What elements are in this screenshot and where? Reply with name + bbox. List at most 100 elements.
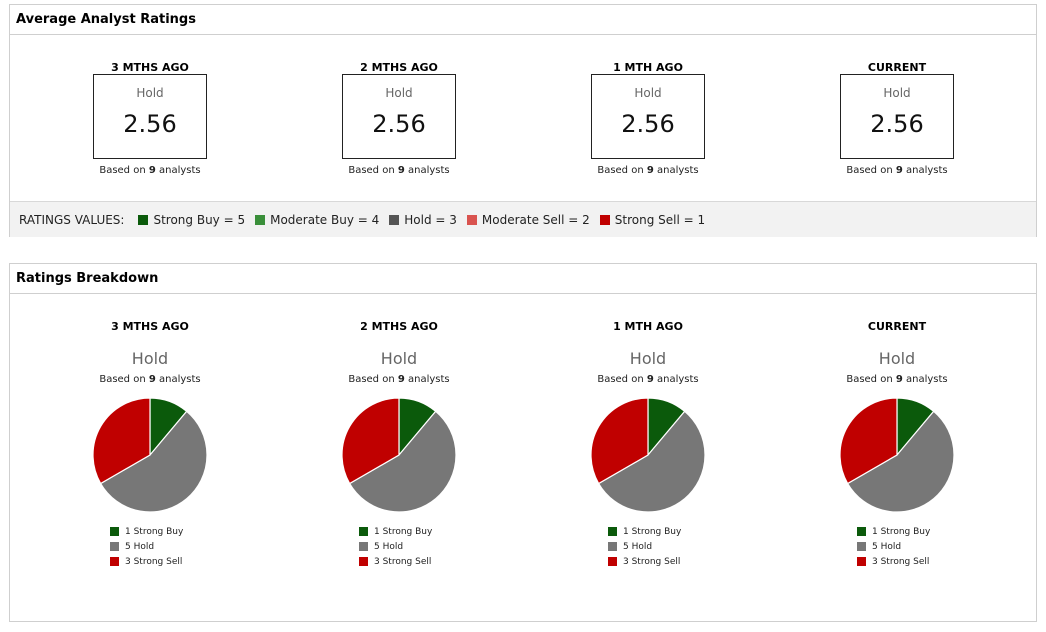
pie-slice-hold[interactable] [99,410,208,513]
pie-legend-label: 5 Hold [623,541,653,552]
rating-box: Hold 2.56 [840,74,954,159]
based-prefix: Based on [597,165,644,176]
pie-legend-item: 5 Hold [110,539,190,554]
based-prefix: Based on [99,374,146,385]
rating-score: 2.56 [123,110,177,138]
pie-slice-strong-sell[interactable] [341,397,400,485]
based-on-text: Based on 9 analysts [299,374,499,385]
ratings-value-moderate-buy: Moderate Buy = 4 [255,213,379,227]
swatch [389,214,400,225]
swatch [466,214,477,225]
swatch [608,527,617,536]
based-on-text: Based on 9 analysts [548,374,748,385]
based-prefix: Based on [597,374,644,385]
breakdown-period-2m: 2 MTHS AGO Hold Based on 9 analysts 1 St… [299,320,499,569]
pie-legend-item: 1 Strong Buy [110,524,190,539]
pie-legend-item: 3 Strong Sell [359,554,439,569]
pie-slice-strong-sell[interactable] [590,397,649,485]
pie-legend-label: 3 Strong Sell [125,556,183,567]
avg-period-1m: 1 MTH AGO Hold 2.56 Based on 9 analysts [548,61,748,176]
ratings-value-moderate-sell: Moderate Sell = 2 [466,212,590,227]
pie-slice-hold[interactable] [846,410,955,513]
rating-box: Hold 2.56 [342,74,456,159]
pie-legend-item: 5 Hold [359,539,439,554]
pie-legend: 1 Strong Buy 5 Hold 3 Strong Sell [110,524,190,569]
swatch [138,214,149,225]
ratings-pie-chart[interactable] [340,396,458,514]
swatch [255,214,266,225]
based-on-text: Based on 9 analysts [548,165,748,176]
breakdown-period-3m: 3 MTHS AGO Hold Based on 9 analysts 1 St… [50,320,250,569]
pie-legend-label: 3 Strong Sell [374,556,432,567]
ratings-breakdown-panel: Ratings Breakdown 3 MTHS AGO Hold Based … [9,263,1037,622]
pie-legend-label: 1 Strong Buy [125,526,184,537]
period-label: CURRENT [867,61,927,74]
based-on-text: Based on 9 analysts [299,165,499,176]
analyst-count: 9 [646,374,654,385]
based-on-text: Based on 9 analysts [50,165,250,176]
based-prefix: Based on [846,165,893,176]
based-prefix: Based on [348,165,395,176]
avg-period-3m: 3 MTHS AGO Hold 2.56 Based on 9 analysts [50,61,250,176]
ratings-value-hold: Hold = 3 [389,213,457,227]
breakdown-period-current: CURRENT Hold Based on 9 analysts 1 Stron… [797,320,997,569]
pie-legend-label: 3 Strong Sell [623,556,681,567]
swatch [110,557,119,566]
pie-slice-strong-sell[interactable] [92,397,151,485]
pie-legend-label: 3 Strong Sell [872,556,930,567]
pie-legend-item: 1 Strong Buy [857,524,937,539]
based-suffix: analysts [657,374,699,385]
based-suffix: analysts [906,374,948,385]
analyst-count: 9 [895,165,903,176]
pie-slice-hold[interactable] [348,410,457,513]
swatch [608,557,617,566]
based-on-text: Based on 9 analysts [797,374,997,385]
ratings-value-label: Moderate Buy = 4 [270,212,380,227]
rating-label: Hold [380,349,418,368]
ratings-pie-chart[interactable] [91,396,209,514]
pie-slice-strong-sell[interactable] [839,397,898,485]
pie-legend-label: 5 Hold [374,541,404,552]
based-suffix: analysts [906,165,948,176]
avg-period-2m: 2 MTHS AGO Hold 2.56 Based on 9 analysts [299,61,499,176]
average-ratings-title: Average Analyst Ratings [10,5,1036,35]
rating-label: Hold [878,349,916,368]
pie-legend-item: 1 Strong Buy [608,524,688,539]
pie-legend-label: 1 Strong Buy [872,526,931,537]
period-label: 1 MTH AGO [613,61,683,74]
ratings-pie-chart[interactable] [838,396,956,514]
pie-legend-item: 3 Strong Sell [110,554,190,569]
based-suffix: analysts [408,374,450,385]
rating-score: 2.56 [870,110,924,138]
based-prefix: Based on [846,374,893,385]
based-prefix: Based on [99,165,146,176]
ratings-value-label: Hold = 3 [404,212,457,227]
pie-legend-item: 1 Strong Buy [359,524,439,539]
rating-box: Hold 2.56 [93,74,207,159]
rating-label: Hold [629,349,667,368]
pie-legend-item: 3 Strong Sell [608,554,688,569]
pie-legend: 1 Strong Buy 5 Hold 3 Strong Sell [359,524,439,569]
analyst-count: 9 [397,374,405,385]
period-label: 2 MTHS AGO [360,320,438,333]
analyst-count: 9 [646,165,654,176]
ratings-value-label: Moderate Sell = 2 [481,212,590,227]
rating-label: Hold [385,86,413,100]
pie-legend: 1 Strong Buy 5 Hold 3 Strong Sell [608,524,688,569]
analyst-count: 9 [397,165,405,176]
average-ratings-panel: Average Analyst Ratings 3 MTHS AGO Hold … [9,4,1037,237]
analyst-count: 9 [148,374,156,385]
swatch [599,214,610,225]
pie-slice-hold[interactable] [597,410,706,513]
based-on-text: Based on 9 analysts [797,165,997,176]
swatch [857,527,866,536]
ratings-pie-chart[interactable] [589,396,707,514]
swatch [359,557,368,566]
pie-legend-item: 5 Hold [857,539,937,554]
analyst-count: 9 [148,165,156,176]
based-suffix: analysts [408,165,450,176]
rating-label: Hold [883,86,911,100]
period-label: 3 MTHS AGO [111,320,189,333]
based-suffix: analysts [657,165,699,176]
period-label: 2 MTHS AGO [360,61,438,74]
